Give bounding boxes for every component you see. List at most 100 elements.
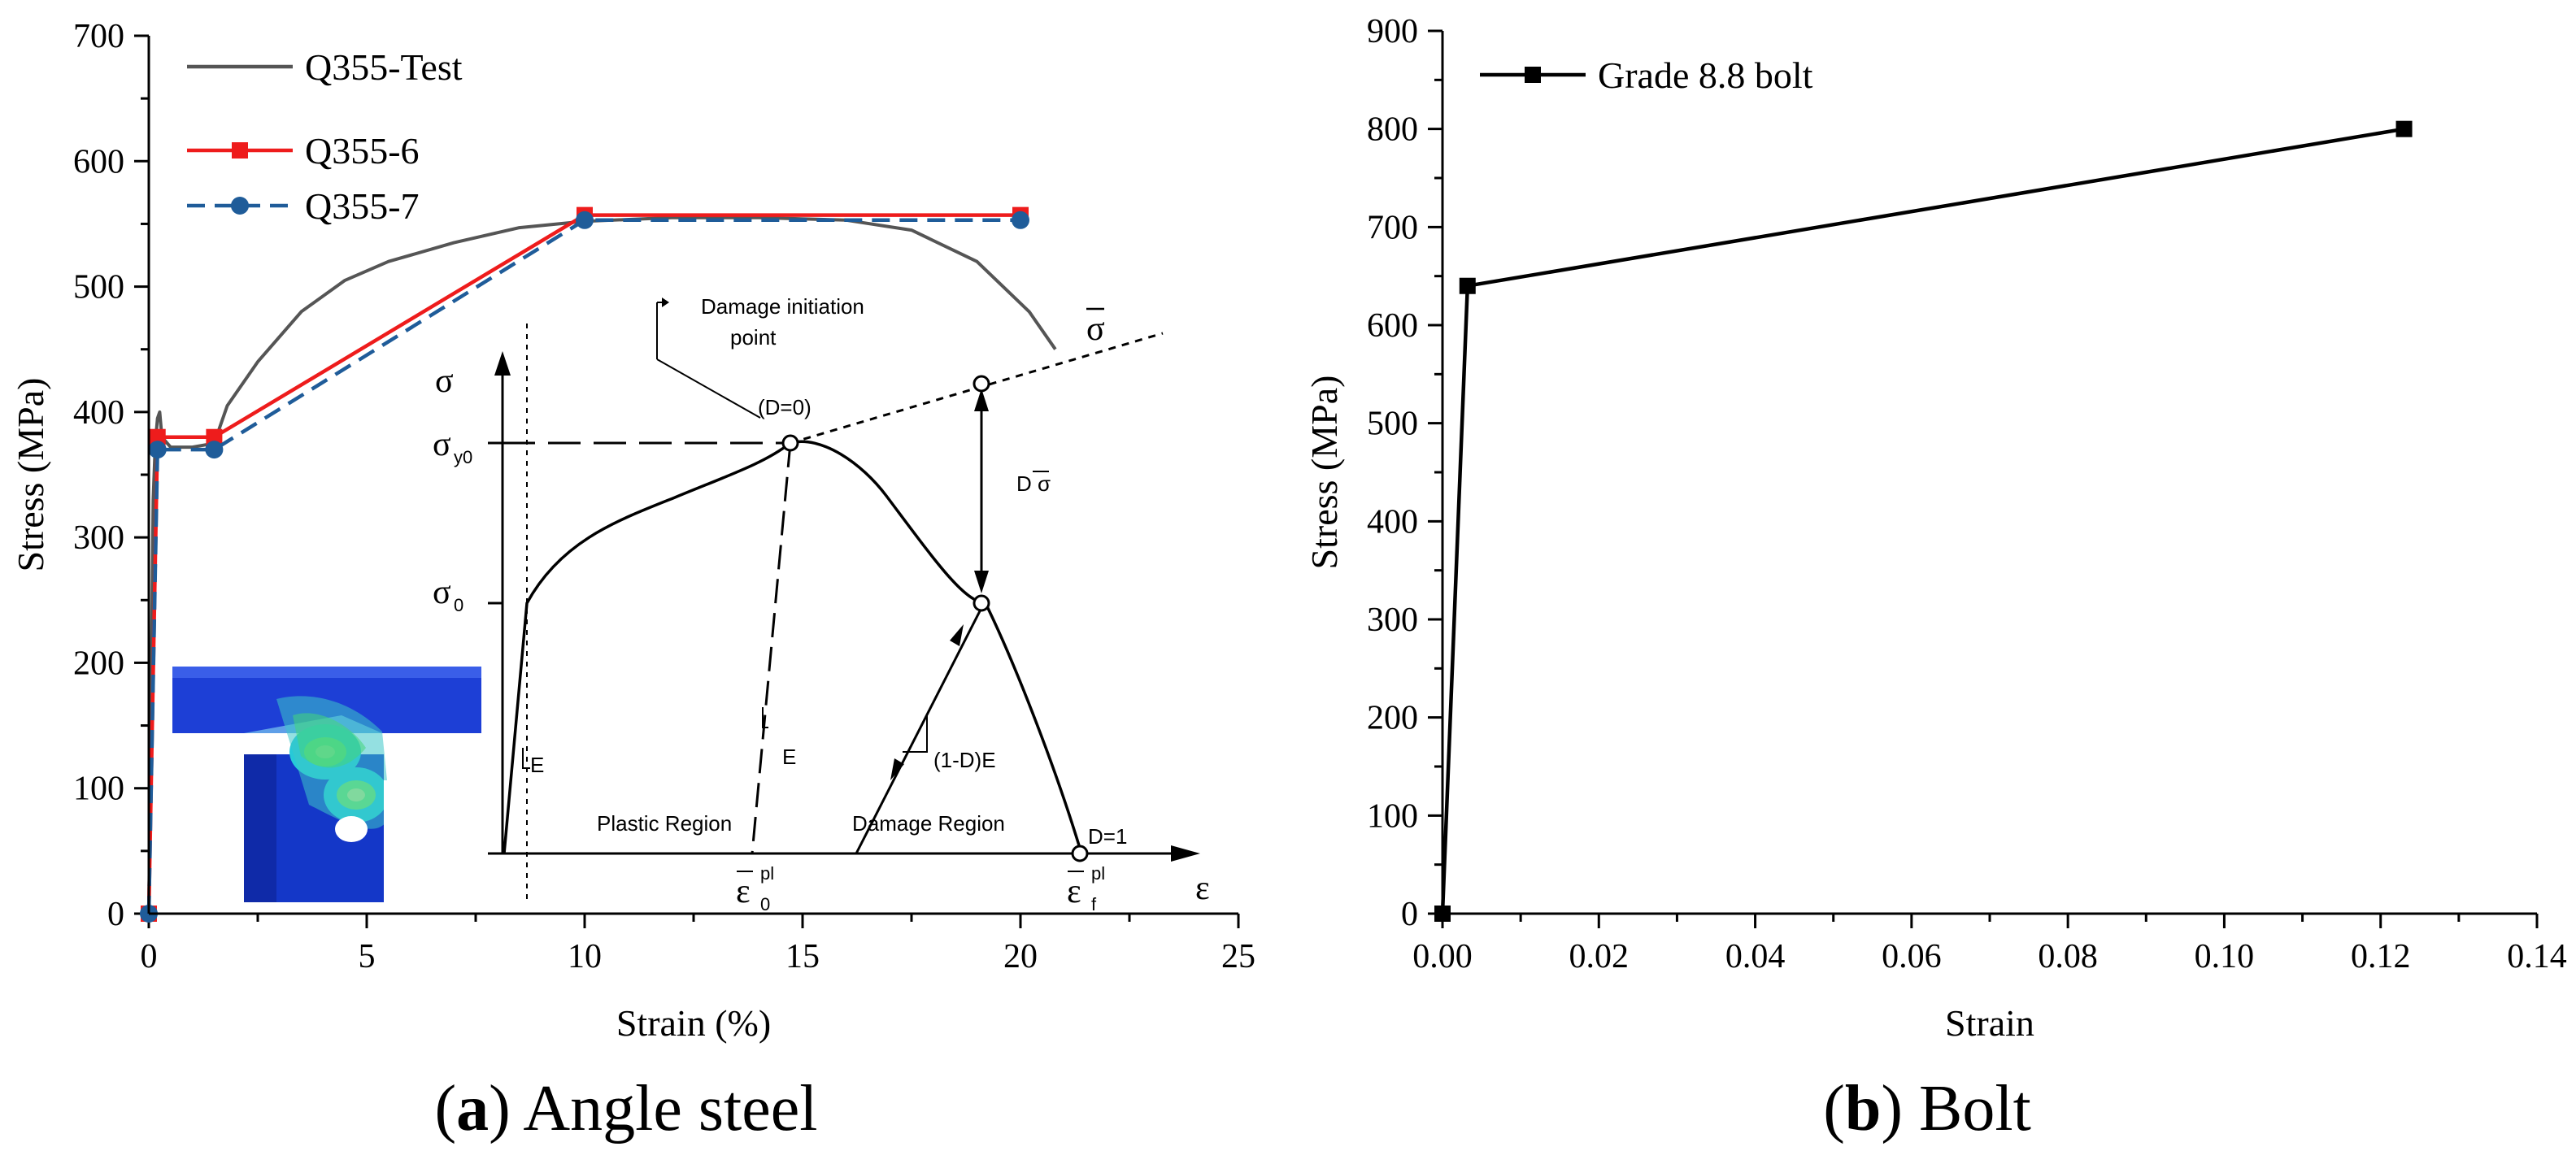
panel-b-bolt: 0.00 0.02 0.04 0.06 0.08 0.10 0.12 0.14 0 100 200 3… [1303,13,2567,1144]
y-tick-label: 600 [73,143,124,180]
y-tick-label: 800 [1367,111,1418,149]
panel-b-legend: Grade 8.8 bolt [1480,54,1813,96]
x-axis-title: Strain [1945,1002,2034,1044]
schematic-sigma-arrow [494,351,511,376]
panel-caption: (b) Bolt [1823,1073,2031,1144]
y-tick-label: 0 [107,896,124,933]
legend-marker [1525,67,1541,83]
panel-label: a [456,1073,489,1144]
y-tick-label: 500 [73,269,124,306]
y-tick-label: 100 [73,771,124,808]
panel-b-series [1434,120,2413,922]
y-tick-label: 400 [73,394,124,432]
x-tick-label: 25 [1221,938,1255,975]
y-tick-label: 700 [73,18,124,55]
series-line-grade-8-8-bolt [1440,127,2404,914]
schematic-eps0-sup: pl [760,863,774,884]
y-tick-label: 200 [1367,700,1418,737]
panel-a-axes: Strain (%) Stress (MPa) (a) Angle steel [10,36,1238,1144]
y-axis-title: Stress (MPa) [10,378,51,572]
data-point [148,441,167,459]
panel-b-axes: Strain Stress (MPa) (b) Bolt [1303,31,2537,1144]
schematic-e2-label: E [782,745,796,769]
schematic-epsf-sub: f [1091,894,1097,914]
y-tick-label: 600 [1367,307,1418,345]
schematic-damage-initiation-label: Damage initiation [701,294,864,319]
schematic-epsf-sup: pl [1091,863,1105,884]
damage-schematic: Damage initiation point (D=0) σ σ σ y0 σ… [433,294,1210,914]
x-tick-label: 0.02 [1569,938,1630,975]
x-tick-label: 0.00 [1412,938,1473,975]
x-tick-label: 0.08 [2038,938,2098,975]
schematic-sigma-label: σ [435,363,454,400]
schematic-eps-arrow [1171,845,1200,862]
schematic-e-label: E [530,753,544,777]
schematic-d0-label: (D=0) [758,395,812,419]
y-tick-label: 300 [73,519,124,557]
schematic-stress-curve [503,440,1083,854]
schematic-one-minus-d-label: (1-D)E [933,748,996,772]
y-tick-label: 300 [1367,602,1418,639]
schematic-eps0-sub: 0 [760,894,770,914]
y-tick-label: 0 [1401,896,1418,933]
schematic-damaged-unloading [855,602,986,854]
x-tick-label: 0.06 [1882,938,1942,975]
data-point [1459,277,1476,294]
x-tick-label: 0.10 [2195,938,2255,975]
x-tick-label: 5 [359,938,376,975]
data-point [2395,120,2413,137]
legend-marker [231,197,249,215]
panel-a-angle-steel: 0 5 10 15 20 25 0 100 200 300 400 500 600 700 [10,18,1255,1144]
data-point [205,441,224,459]
schematic-sigma-y0-label: σ [433,426,451,463]
legend-label: Q355-6 [305,130,420,172]
data-point [1012,211,1029,229]
schematic-sigma-0-label: σ [433,574,451,611]
x-tick-label: 0.04 [1725,938,1786,975]
schematic-epsf-label: ε [1067,873,1081,910]
schematic-d-sigma-label: D σ [1016,471,1051,496]
data-point [149,428,166,445]
y-tick-label: 100 [1367,797,1418,835]
y-tick-label: 400 [1367,503,1418,541]
legend-label: Q355-Test [305,46,463,88]
y-tick-label: 700 [1367,209,1418,246]
x-tick-label: 20 [1003,938,1038,975]
x-axis-title: Strain (%) [616,1002,771,1044]
panel-a-legend: Q355-Test Q355-6 Q355-7 [187,46,463,227]
schematic-damage-region-label: Damage Region [852,811,1005,836]
y-axis-title: Stress (MPa) [1303,376,1345,570]
schematic-eps0-label: ε [736,873,751,910]
legend-marker [232,142,248,159]
schematic-damaged-point [973,594,990,612]
data-point [576,211,594,229]
series-line-q355-7 [146,218,1020,914]
legend-label: Grade 8.8 bolt [1598,54,1813,96]
x-tick-label: 0.12 [2351,938,2411,975]
y-tick-label: 500 [1367,406,1418,443]
schematic-sigma-0-sub: 0 [454,595,463,615]
schematic-plastic-region-label: Plastic Region [597,811,732,836]
schematic-failure-point [1071,845,1089,862]
data-point [206,428,223,445]
schematic-undamaged-point [973,375,990,393]
fem-contour-inset [172,667,481,902]
y-tick-label: 900 [1367,13,1418,50]
schematic-damage-initiation-point [781,434,799,452]
panel-caption-text: ) Bolt [1881,1073,2030,1144]
panel-caption-text: ) Angle steel [489,1073,817,1144]
x-tick-label: 0.14 [2507,938,2567,975]
panel-label: b [1845,1073,1882,1144]
panel-a-series [140,206,1057,923]
panel-b-ticks: 0.00 0.02 0.04 0.06 0.08 0.10 0.12 0.14 0 100 200 3… [1367,13,2567,975]
schematic-sigma-y0-sub: y0 [454,447,472,467]
schematic-d1-label: D=1 [1088,824,1127,849]
schematic-sigma-bar-label: σ [1086,311,1105,348]
x-tick-label: 15 [785,938,820,975]
schematic-eps-axis-label: ε [1195,870,1210,907]
legend-label: Q355-7 [305,185,420,227]
y-tick-label: 200 [73,645,124,682]
x-tick-label: 0 [141,938,158,975]
schematic-point-label: point [730,325,777,350]
